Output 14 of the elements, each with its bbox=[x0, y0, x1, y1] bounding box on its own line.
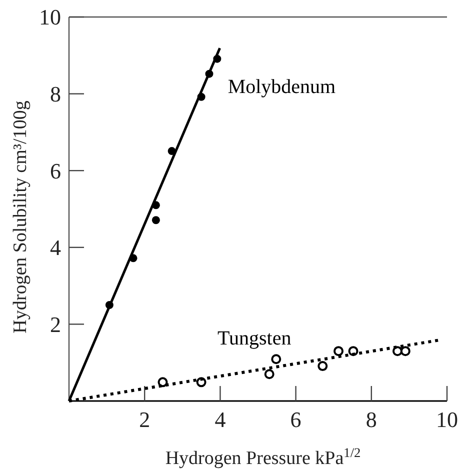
x-tick-label: 2 bbox=[139, 407, 150, 432]
series-label: Tungsten bbox=[217, 328, 292, 350]
y-tick-label: 4 bbox=[50, 235, 61, 260]
x-tick-label: 10 bbox=[436, 407, 458, 432]
x-tick-label: 4 bbox=[214, 407, 226, 432]
x-axis-title: Hydrogen Pressure kPa$^{1/2}$ bbox=[165, 444, 361, 469]
y-tick-label: 2 bbox=[50, 312, 61, 337]
series-label: Molybdenum bbox=[228, 76, 336, 98]
x-tick-label: 6 bbox=[290, 407, 302, 432]
y-axis-title: Hydrogen Solubility cm³/100g bbox=[10, 100, 31, 334]
y-tick-label: 6 bbox=[50, 158, 61, 184]
y-tick-label: 10 bbox=[39, 4, 61, 30]
y-tick-label: 8 bbox=[50, 82, 61, 106]
x-tick-label: 8 bbox=[366, 407, 377, 432]
